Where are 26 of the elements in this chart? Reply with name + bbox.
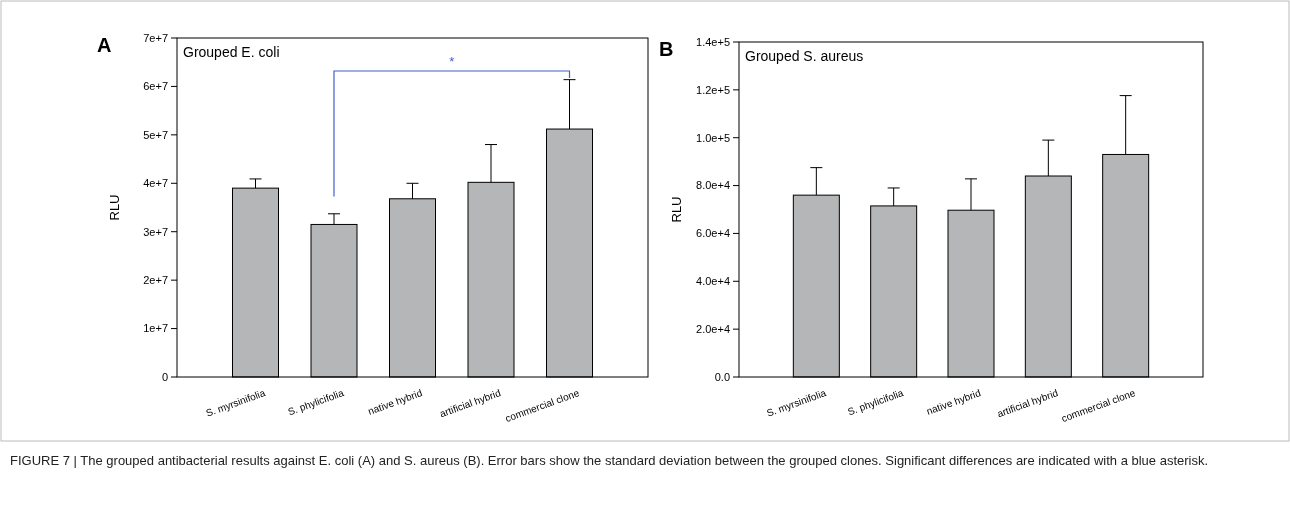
annotation: *	[449, 54, 455, 69]
y-tick-label: 2e+7	[143, 273, 168, 286]
y-tick-label: 1.2e+5	[696, 83, 730, 96]
y-tick-label: 6e+7	[143, 80, 168, 93]
chart-subtitle: Grouped E. coli	[183, 44, 280, 60]
x-tick-label: native hybrid	[925, 387, 983, 417]
y-tick-label: 4.0e+4	[696, 275, 730, 288]
caption: FIGURE 7 | The grouped antibacterial results against E. coli (A) and S. aureus (B). Error bars show the standard deviation between the grouped clones. Significant differences are indicated with a blue asterisk.	[10, 452, 1210, 470]
y-tick-label: 0	[161, 370, 168, 383]
y-tick-label: 5e+7	[143, 128, 168, 141]
x-tick-label: native hybrid	[366, 387, 424, 417]
y-tick-label: 1.0e+5	[696, 131, 730, 144]
y-tick-label: 1e+7	[143, 322, 168, 335]
y-axis-title: RLU	[669, 196, 684, 223]
y-tick-label: 3e+7	[143, 225, 168, 238]
y-tick-label: 8.0e+4	[696, 179, 730, 192]
chart-title: B	[659, 38, 674, 60]
y-tick-label: 4e+7	[143, 177, 168, 190]
chart-subtitle: Grouped S. aureus	[745, 48, 864, 64]
y-tick-label: 7e+7	[143, 31, 168, 44]
y-axis-title: RLU	[107, 194, 122, 221]
y-tick-label: 2.0e+4	[696, 322, 730, 335]
y-tick-label: 0.0	[714, 370, 730, 383]
y-tick-label: 1.4e+5	[696, 35, 730, 48]
chart-title: A	[97, 34, 112, 56]
y-tick-label: 6.0e+4	[696, 227, 730, 240]
